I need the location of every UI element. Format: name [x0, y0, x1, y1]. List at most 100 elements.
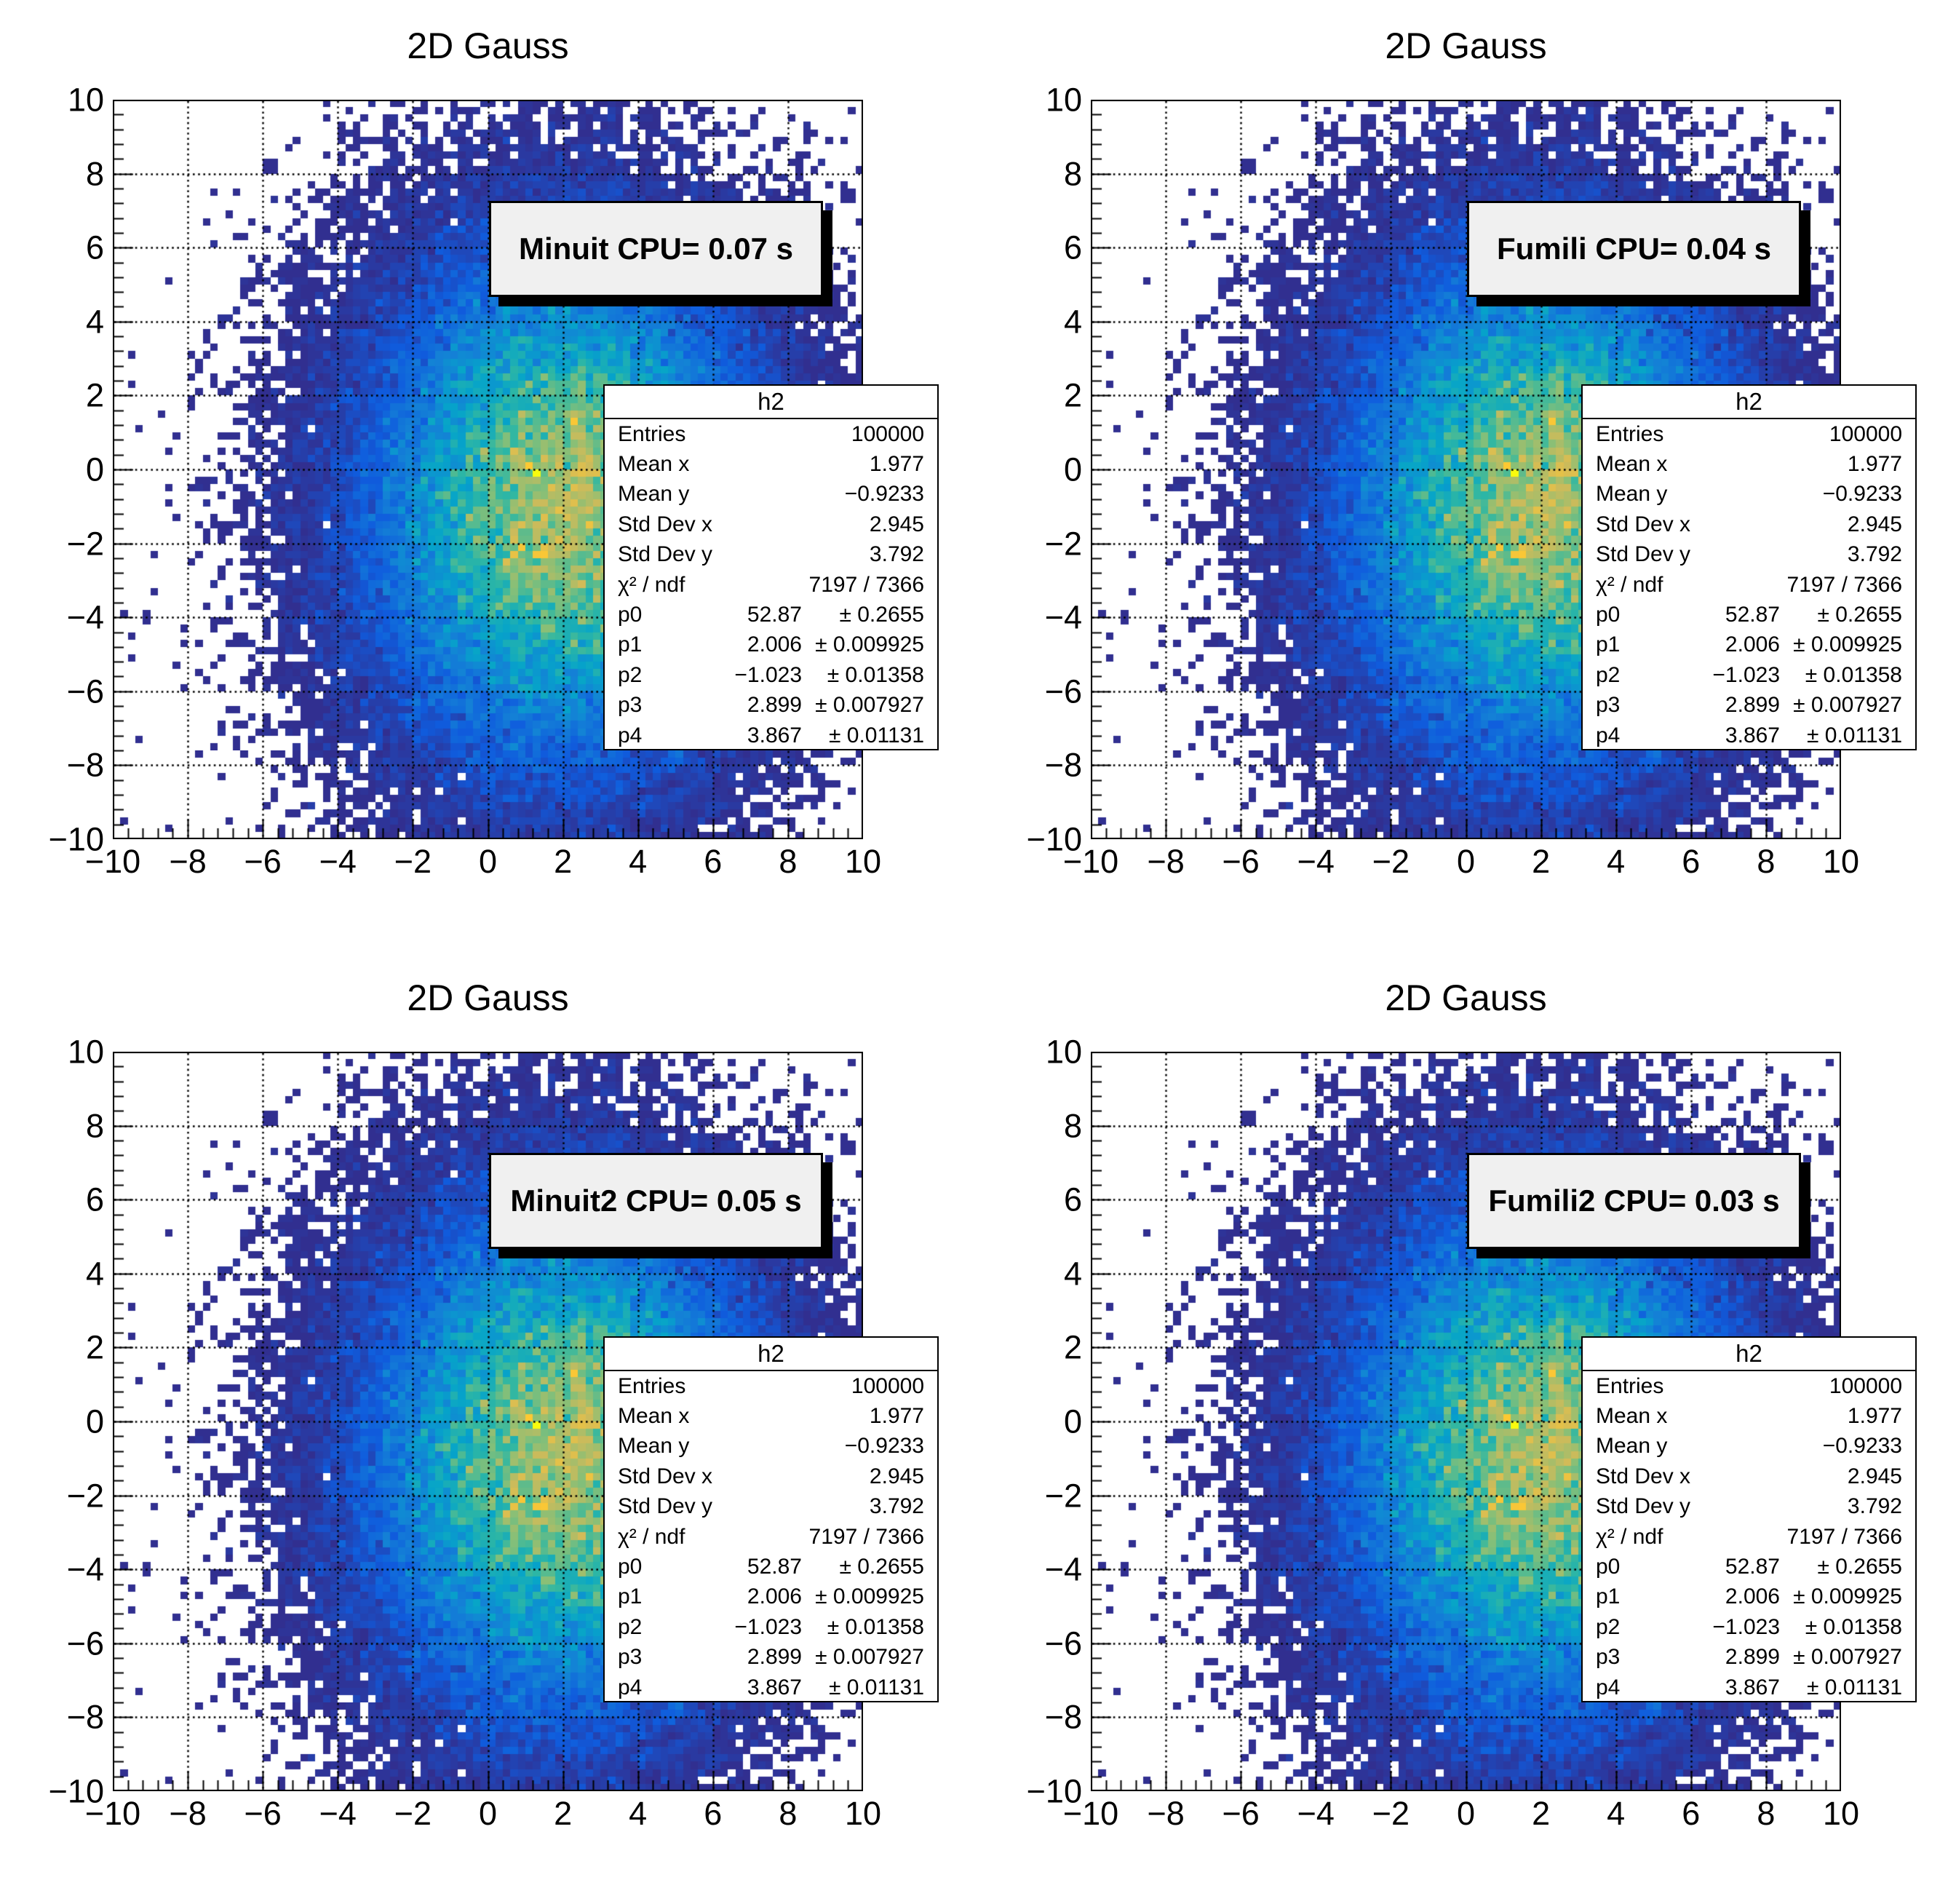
stats-row-label: p3 — [1596, 693, 1621, 718]
y-tick-label: 4 — [85, 303, 104, 341]
stats-row-error: ± 0.01358 — [827, 1614, 924, 1639]
stats-row-error: ± 0.01131 — [828, 723, 924, 747]
stats-row-value: −0.9233 — [844, 1434, 924, 1459]
x-tick-label: −2 — [1372, 1795, 1410, 1832]
x-tick-label: 4 — [1607, 843, 1626, 880]
y-tick-label: 4 — [1063, 1255, 1082, 1293]
stats-row-value: 1.977 — [869, 1404, 924, 1429]
stats-row-label: Std Dev y — [1596, 1494, 1691, 1519]
y-tick-label: −8 — [1044, 1698, 1082, 1736]
stats-row-value: 1.977 — [869, 452, 924, 477]
x-tick-label: −8 — [169, 1795, 207, 1832]
stats-row: p2 −1.023 ± 0.01358 — [605, 660, 937, 690]
stats-row: p0 52.87 ± 0.2655 — [1583, 600, 1915, 630]
y-tick-label: −2 — [1044, 525, 1082, 563]
stats-row: p3 2.899 ± 0.007927 — [605, 691, 937, 721]
fit-cpu-label: Minuit CPU= 0.07 s — [489, 201, 823, 297]
y-tick-label: −10 — [48, 1772, 104, 1810]
stats-row-label: p0 — [1596, 1555, 1621, 1579]
stats-box: h2 Entries 100000 Mean x 1.977 Mean y −0.9233… — [603, 1336, 939, 1702]
stats-row-value: −1.023 — [734, 662, 802, 687]
y-tick-label: 10 — [67, 81, 104, 119]
fit-cpu-label: Fumili CPU= 0.04 s — [1467, 201, 1801, 297]
x-tick-label: 8 — [1757, 1795, 1776, 1832]
stats-row-label: Entries — [618, 1373, 686, 1398]
stats-row: Mean y −0.9233 — [605, 480, 937, 509]
y-tick-label: 8 — [1063, 155, 1082, 193]
pad-minuit2: 2D Gauss −10 −8 −6 −4 −2 0 2 4 6 8 10 −10 −8 −6 −4 −2 0… — [0, 952, 978, 1904]
stats-row-label: Std Dev x — [618, 1464, 713, 1488]
stats-row-value: 52.87 — [1725, 1555, 1780, 1579]
stats-row: p1 2.006 ± 0.009925 — [1583, 1582, 1915, 1612]
stats-row-error: ± 0.009925 — [1793, 632, 1902, 657]
stats-row-value: 7197 / 7366 — [808, 1524, 924, 1549]
stats-row-error: ± 0.2655 — [1817, 1555, 1902, 1579]
y-tick-label: 8 — [1063, 1107, 1082, 1145]
stats-row-error: ± 0.007927 — [1793, 1645, 1902, 1670]
x-tick-label: −4 — [1297, 1795, 1335, 1832]
stats-row-value: 7197 / 7366 — [808, 572, 924, 597]
stats-row: χ² / ndf 7197 / 7366 — [1583, 1522, 1915, 1552]
stats-row-value: 3.792 — [1847, 1494, 1902, 1519]
stats-row: Std Dev x 2.945 — [1583, 1461, 1915, 1491]
stats-row-error: ± 0.007927 — [1793, 693, 1902, 718]
pad-title: 2D Gauss — [1385, 25, 1547, 66]
y-tick-label: −6 — [1044, 1625, 1082, 1662]
stats-row-label: Mean x — [618, 452, 690, 477]
y-tick-label: 6 — [85, 1181, 104, 1218]
stats-box-rows: Entries 100000 Mean x 1.977 Mean y −0.9233 Std… — [605, 1371, 937, 1702]
y-tick-label: −4 — [66, 598, 104, 636]
y-tick-label: −10 — [1026, 1772, 1082, 1810]
y-tick-label: 0 — [85, 451, 104, 488]
stats-row: p3 2.899 ± 0.007927 — [605, 1643, 937, 1673]
pad-minuit: 2D Gauss −10 −8 −6 −4 −2 0 2 4 6 8 10 −10 −8 −6 −4 −2 0… — [0, 0, 978, 952]
x-tick-label: −4 — [1297, 843, 1335, 880]
x-tick-label: −8 — [1147, 843, 1185, 880]
x-tick-label: 4 — [629, 843, 648, 880]
stats-row: Mean x 1.977 — [605, 1401, 937, 1431]
stats-row: p4 3.867 ± 0.01131 — [1583, 721, 1915, 750]
x-tick-label: 2 — [1532, 843, 1551, 880]
x-tick-label: 2 — [1532, 1795, 1551, 1832]
stats-box: h2 Entries 100000 Mean x 1.977 Mean y −0.9233… — [1581, 1336, 1917, 1702]
stats-row-label: χ² / ndf — [618, 572, 685, 597]
stats-row-label: p4 — [618, 723, 643, 747]
stats-row-value: 100000 — [851, 421, 924, 446]
stats-row-value: 1.977 — [1847, 452, 1902, 477]
x-tick-label: 10 — [1822, 1795, 1860, 1832]
stats-row-value: 52.87 — [747, 603, 802, 627]
stats-box-rows: Entries 100000 Mean x 1.977 Mean y −0.9233 Std… — [1583, 419, 1915, 750]
pad-fumili: 2D Gauss −10 −8 −6 −4 −2 0 2 4 6 8 10 −10 −8 −6 −4 −2 0… — [978, 0, 1956, 952]
y-tick-label: 4 — [85, 1255, 104, 1293]
y-tick-label: 4 — [1063, 303, 1082, 341]
stats-row-error: ± 0.007927 — [815, 693, 924, 718]
stats-row-value: 3.792 — [1847, 542, 1902, 567]
stats-row-label: Std Dev x — [618, 512, 713, 536]
x-tick-label: 4 — [1607, 1795, 1626, 1832]
y-tick-label: 6 — [1063, 1181, 1082, 1218]
stats-row: p2 −1.023 ± 0.01358 — [1583, 1612, 1915, 1642]
stats-row-label: Entries — [1596, 1373, 1664, 1398]
stats-row-label: Mean y — [618, 482, 690, 507]
y-tick-label: −8 — [1044, 746, 1082, 784]
stats-row-label: χ² / ndf — [618, 1524, 685, 1549]
stats-row: Entries 100000 — [1583, 1371, 1915, 1401]
stats-row-label: p4 — [1596, 1675, 1621, 1699]
x-tick-label: 8 — [1757, 843, 1776, 880]
stats-row-error: ± 0.009925 — [815, 1584, 924, 1609]
stats-row-label: p0 — [618, 1555, 643, 1579]
stats-row: p1 2.006 ± 0.009925 — [1583, 630, 1915, 660]
stats-row-value: 100000 — [851, 1373, 924, 1398]
stats-row: p2 −1.023 ± 0.01358 — [1583, 660, 1915, 690]
y-tick-label: 0 — [1063, 451, 1082, 488]
fit-cpu-label: Fumili2 CPU= 0.03 s — [1467, 1153, 1801, 1249]
stats-row-value: 3.867 — [747, 723, 802, 747]
stats-row-value: 2.899 — [1725, 1645, 1780, 1670]
stats-row-error: ± 0.009925 — [815, 632, 924, 657]
stats-row-error: ± 0.01358 — [1805, 662, 1902, 687]
stats-row: p3 2.899 ± 0.007927 — [1583, 691, 1915, 721]
y-tick-label: −8 — [66, 1698, 104, 1736]
stats-row: Entries 100000 — [605, 1371, 937, 1401]
x-tick-label: −8 — [1147, 1795, 1185, 1832]
stats-row-label: Std Dev x — [1596, 1464, 1691, 1488]
